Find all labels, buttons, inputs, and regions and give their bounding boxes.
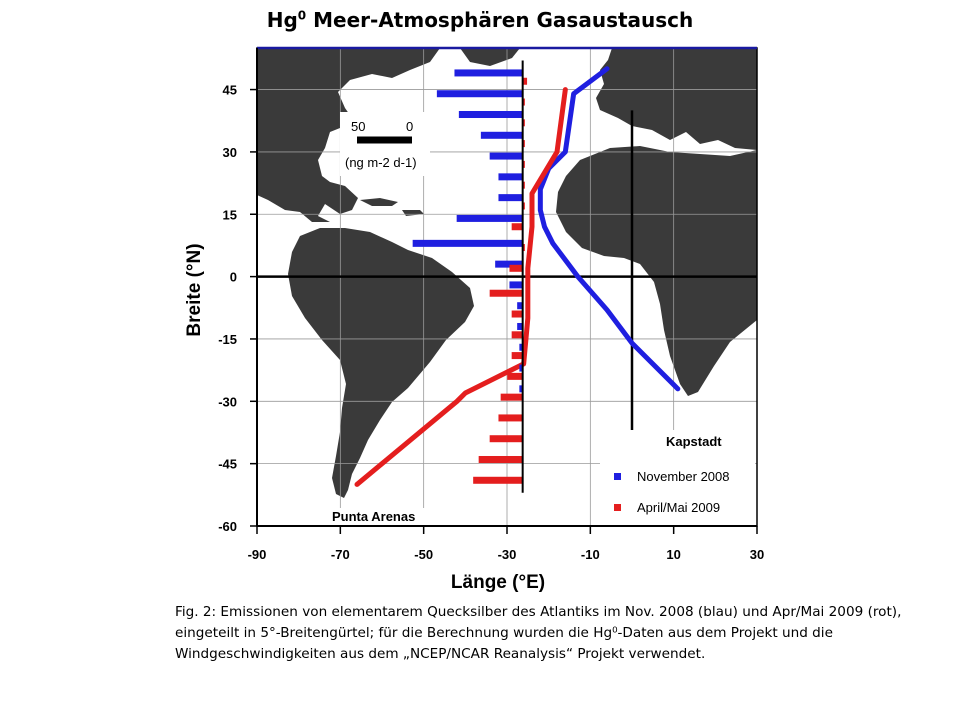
flux-bar: [495, 260, 523, 268]
x-tick-label: -30: [498, 547, 517, 562]
y-tick-label: -60: [218, 519, 237, 534]
caribbean-islands: [360, 198, 424, 216]
flux-bar: [522, 98, 525, 106]
flux-bars: [412, 60, 528, 493]
punta-arenas-label: Punta Arenas: [332, 509, 415, 524]
flux-bar: [509, 281, 523, 289]
y-tick-label: -30: [218, 394, 237, 409]
flux-bar: [519, 343, 523, 351]
north-america-landmass: [257, 48, 440, 222]
flux-bar: [480, 131, 523, 139]
x-axis-ticks: -90 -70 -50 -30 -10 10 30: [248, 525, 764, 562]
punta-label-background: [330, 508, 434, 525]
legend: Kapstadt November 2008 April/Mai 2009: [600, 430, 755, 525]
flux-bar: [500, 393, 523, 401]
kapstadt-label: Kapstadt: [666, 434, 722, 449]
flux-bar: [519, 364, 523, 372]
flux-bar: [489, 152, 523, 160]
y-tick-label: 15: [223, 207, 237, 222]
flux-bar: [522, 244, 525, 252]
arctic-landmass: [460, 48, 520, 66]
flux-bar: [517, 302, 523, 310]
track-line: [537, 66, 681, 392]
flux-bar: [498, 414, 523, 422]
scale-bar: 50 0 (ng m-2 d-1): [340, 112, 430, 176]
legend-label-april: April/Mai 2009: [637, 500, 720, 515]
flux-bar: [522, 160, 525, 168]
legend-swatch-april: [614, 504, 621, 511]
flux-bar: [507, 372, 523, 380]
flux-bar: [412, 239, 523, 247]
x-tick-label: -90: [248, 547, 267, 562]
flux-bar: [522, 181, 525, 189]
y-axis-ticks: 45 30 15 0 -15 -30 -45 -60: [218, 48, 258, 534]
track-line: [354, 87, 568, 487]
africa-landmass: [556, 146, 757, 396]
flux-bar: [436, 90, 523, 98]
legend-label-november: November 2008: [637, 469, 730, 484]
scale-bar-units: (ng m-2 d-1): [345, 155, 417, 170]
flux-bar: [511, 310, 523, 318]
y-tick-label: 0: [230, 270, 237, 285]
x-tick-label: -70: [331, 547, 350, 562]
flux-bar: [511, 223, 523, 231]
flux-bar: [458, 111, 523, 119]
flux-bar: [522, 202, 525, 210]
flux-bar: [517, 322, 523, 330]
scale-bar-left-label: 50: [351, 119, 365, 134]
flux-bar: [489, 435, 523, 443]
cruise-tracks: [354, 66, 681, 487]
flux-bar: [473, 476, 523, 484]
flux-bar: [456, 214, 523, 222]
y-tick-label: 30: [223, 145, 237, 160]
scale-bar-white-box: [340, 112, 430, 176]
legend-swatch-november: [614, 473, 621, 480]
x-tick-label: 10: [666, 547, 680, 562]
x-tick-label: -10: [581, 547, 600, 562]
south-america-landmass: [288, 228, 474, 498]
flux-bar: [478, 455, 523, 463]
legend-background: [600, 430, 755, 525]
y-axis-label: Breite (°N): [184, 243, 205, 336]
flux-bar: [498, 173, 523, 181]
europe-landmass: [596, 48, 757, 150]
figure-caption: Fig. 2: Emissionen von elementarem Queck…: [175, 604, 902, 662]
x-axis-label: Länge (°E): [451, 572, 545, 593]
flux-bar: [498, 194, 523, 202]
flux-bar: [522, 77, 528, 85]
scale-bar-right-label: 0: [406, 119, 413, 134]
chart-title: Hg0 Meer-Atmosphären Gasaustausch: [266, 8, 694, 32]
y-tick-label: -45: [218, 457, 237, 472]
x-tick-label: -50: [414, 547, 433, 562]
flux-bar: [509, 264, 523, 272]
flux-bar: [454, 69, 523, 77]
x-tick-label: 30: [750, 547, 764, 562]
flux-bar: [522, 119, 525, 127]
flux-bar: [522, 140, 525, 148]
y-tick-label: 45: [223, 83, 237, 98]
flux-bar: [519, 385, 523, 393]
flux-bar: [489, 289, 523, 297]
flux-bar: [511, 352, 523, 360]
flux-bar: [511, 331, 523, 339]
y-tick-label: -15: [218, 332, 237, 347]
